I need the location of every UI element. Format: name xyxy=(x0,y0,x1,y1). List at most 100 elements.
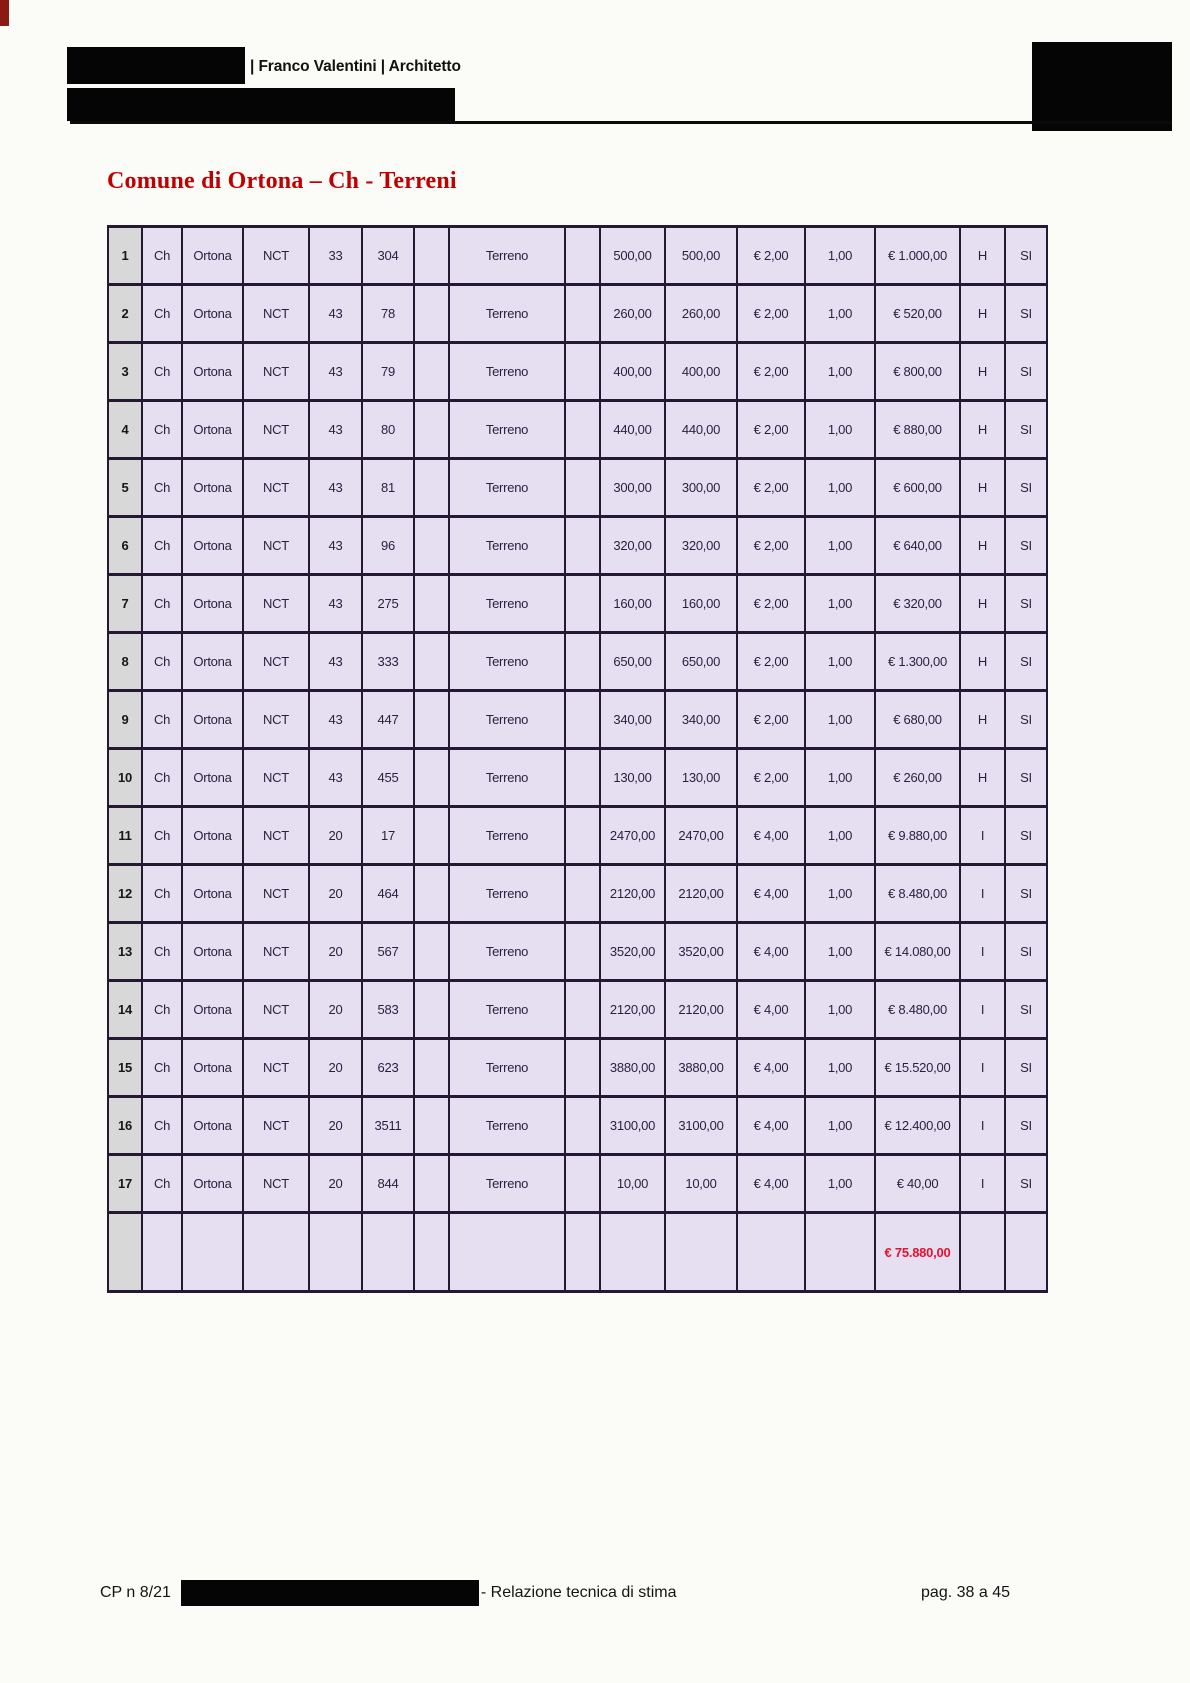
cell-prezzo: € 4,00 xyxy=(736,979,806,1040)
table-row: 2 Ch Ortona NCT 43 78 Terreno 260,00 260,00 € 2,0… xyxy=(107,283,1048,344)
cell-empty xyxy=(308,1211,363,1293)
cell-foglio: 43 xyxy=(308,689,363,750)
cell-n: 14 xyxy=(107,979,143,1040)
cell-conforme: SI xyxy=(1004,1153,1048,1214)
cell-n: 16 xyxy=(107,1095,143,1156)
cell-foglio: 33 xyxy=(308,225,363,286)
cell-comune: Ortona xyxy=(181,341,244,402)
cell-coeff: 1,00 xyxy=(804,225,876,286)
table-row: 16 Ch Ortona NCT 20 3511 Terreno 3100,00 3100,00… xyxy=(107,1095,1048,1156)
cell-coeff: 1,00 xyxy=(804,283,876,344)
cell-prov: Ch xyxy=(141,805,183,866)
cell-sup1: 500,00 xyxy=(599,225,666,286)
cell-gap1 xyxy=(413,805,450,866)
cell-prezzo: € 4,00 xyxy=(736,921,806,982)
redaction-box-stamp xyxy=(1032,42,1172,131)
cell-coeff: 1,00 xyxy=(804,631,876,692)
cell-foglio: 43 xyxy=(308,747,363,808)
cell-gap2 xyxy=(564,515,601,576)
cell-coeff: 1,00 xyxy=(804,341,876,402)
cell-particella: 80 xyxy=(361,399,415,460)
cell-conforme: SI xyxy=(1004,515,1048,576)
cell-comune: Ortona xyxy=(181,573,244,634)
cell-sup1: 3520,00 xyxy=(599,921,666,982)
cell-totale: € 40,00 xyxy=(874,1153,961,1214)
cell-prov: Ch xyxy=(141,573,183,634)
total-row: € 75.880,00 xyxy=(107,1211,1048,1293)
cell-sup2: 3880,00 xyxy=(664,1037,738,1098)
cell-prezzo: € 4,00 xyxy=(736,1095,806,1156)
cell-conforme: SI xyxy=(1004,1095,1048,1156)
cell-n: 15 xyxy=(107,1037,143,1098)
cell-foglio: 43 xyxy=(308,573,363,634)
cell-n: 6 xyxy=(107,515,143,576)
cell-foglio: 43 xyxy=(308,341,363,402)
cell-catasto: NCT xyxy=(242,341,310,402)
cell-particella: 464 xyxy=(361,863,415,924)
cell-empty xyxy=(736,1211,806,1293)
cell-foglio: 20 xyxy=(308,805,363,866)
cell-classe: I xyxy=(959,921,1006,982)
cell-foglio: 20 xyxy=(308,1153,363,1214)
cell-classe: I xyxy=(959,979,1006,1040)
cell-sup2: 2470,00 xyxy=(664,805,738,866)
cell-prov: Ch xyxy=(141,283,183,344)
cell-prezzo: € 4,00 xyxy=(736,1153,806,1214)
cell-qualita: Terreno xyxy=(448,283,566,344)
cell-gap2 xyxy=(564,573,601,634)
cell-qualita: Terreno xyxy=(448,341,566,402)
table-row: 12 Ch Ortona NCT 20 464 Terreno 2120,00 2120,00 €… xyxy=(107,863,1048,924)
terreni-table: 1 Ch Ortona NCT 33 304 Terreno 500,00 500,00 € 2,… xyxy=(107,225,1048,1293)
cell-catasto: NCT xyxy=(242,631,310,692)
cell-particella: 583 xyxy=(361,979,415,1040)
cell-particella: 81 xyxy=(361,457,415,518)
cell-conforme: SI xyxy=(1004,225,1048,286)
cell-classe: H xyxy=(959,747,1006,808)
cell-coeff: 1,00 xyxy=(804,1095,876,1156)
cell-comune: Ortona xyxy=(181,921,244,982)
cell-gap2 xyxy=(564,399,601,460)
cell-catasto: NCT xyxy=(242,399,310,460)
cell-sup2: 130,00 xyxy=(664,747,738,808)
cell-conforme: SI xyxy=(1004,573,1048,634)
cell-particella: 567 xyxy=(361,921,415,982)
cell-particella: 79 xyxy=(361,341,415,402)
cell-prov: Ch xyxy=(141,1037,183,1098)
cell-n: 11 xyxy=(107,805,143,866)
cell-gap1 xyxy=(413,863,450,924)
cell-catasto: NCT xyxy=(242,573,310,634)
cell-qualita: Terreno xyxy=(448,1095,566,1156)
cell-n: 5 xyxy=(107,457,143,518)
cell-prov: Ch xyxy=(141,515,183,576)
cell-particella: 304 xyxy=(361,225,415,286)
cell-classe: H xyxy=(959,399,1006,460)
cell-prezzo: € 2,00 xyxy=(736,225,806,286)
cell-sup2: 3100,00 xyxy=(664,1095,738,1156)
table-row: 13 Ch Ortona NCT 20 567 Terreno 3520,00 3520,00 €… xyxy=(107,921,1048,982)
cell-catasto: NCT xyxy=(242,1037,310,1098)
cell-totale: € 600,00 xyxy=(874,457,961,518)
cell-gap1 xyxy=(413,1095,450,1156)
cell-empty xyxy=(599,1211,666,1293)
cell-classe: H xyxy=(959,515,1006,576)
cell-particella: 447 xyxy=(361,689,415,750)
cell-conforme: SI xyxy=(1004,805,1048,866)
cell-gap1 xyxy=(413,631,450,692)
cell-qualita: Terreno xyxy=(448,1037,566,1098)
cell-catasto: NCT xyxy=(242,689,310,750)
cell-gap2 xyxy=(564,1153,601,1214)
cell-totale: € 320,00 xyxy=(874,573,961,634)
cell-totale: € 9.880,00 xyxy=(874,805,961,866)
cell-prov: Ch xyxy=(141,399,183,460)
cell-totale: € 880,00 xyxy=(874,399,961,460)
cell-sup2: 500,00 xyxy=(664,225,738,286)
cell-foglio: 20 xyxy=(308,979,363,1040)
cell-classe: H xyxy=(959,283,1006,344)
cell-gap2 xyxy=(564,225,601,286)
cell-totale: € 15.520,00 xyxy=(874,1037,961,1098)
cell-foglio: 43 xyxy=(308,457,363,518)
cell-gap1 xyxy=(413,1037,450,1098)
cell-foglio: 43 xyxy=(308,283,363,344)
cell-coeff: 1,00 xyxy=(804,1037,876,1098)
scan-artifact xyxy=(0,0,9,26)
